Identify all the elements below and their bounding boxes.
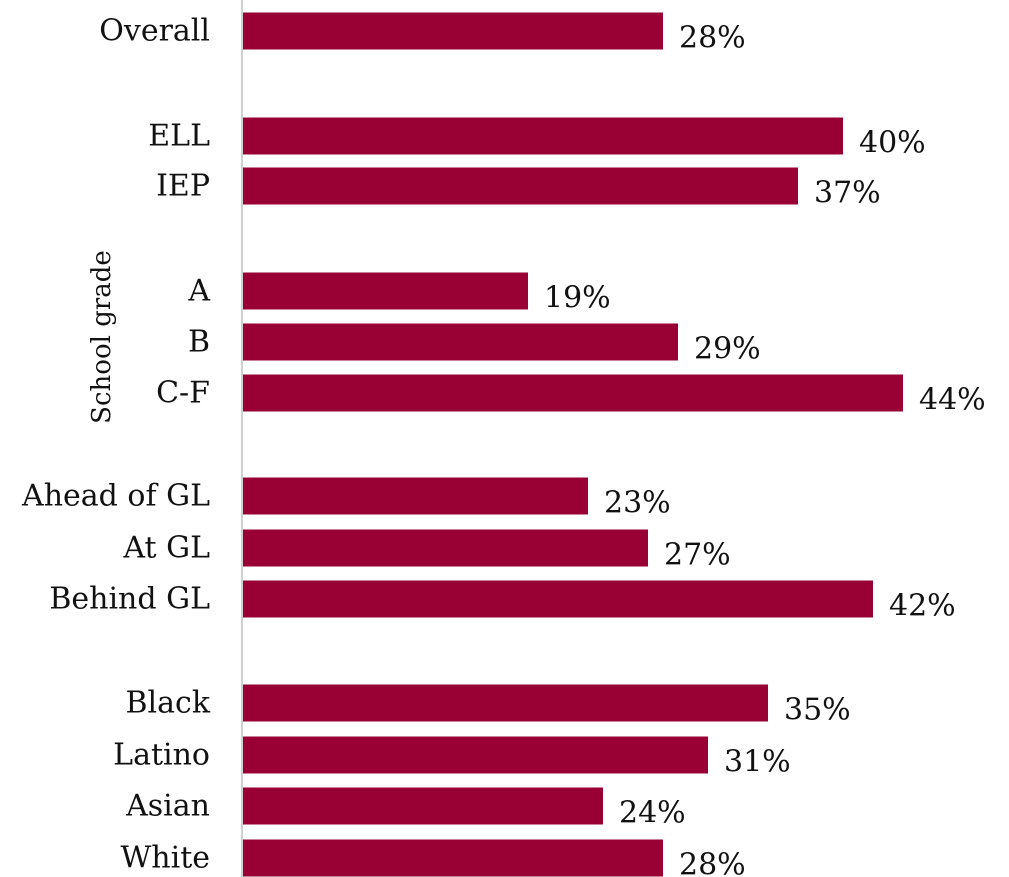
value-label-black: 35% [784, 693, 851, 728]
bar-white [243, 839, 663, 877]
category-label-c-f: C-F [156, 376, 210, 411]
category-label-asian: Asian [125, 789, 210, 824]
value-label-overall: 28% [679, 21, 746, 56]
category-label-ahead-of-gl: Ahead of GL [21, 479, 210, 514]
bar-iep [243, 167, 798, 205]
category-label-b: B [188, 325, 210, 360]
bar-ahead-of-gl [243, 477, 588, 515]
category-label-iep: IEP [156, 169, 210, 204]
category-label-white: White [120, 841, 210, 876]
bar-ell [243, 117, 843, 155]
bar-overall [243, 12, 663, 50]
value-label-a: 19% [544, 281, 611, 316]
value-label-iep: 37% [814, 176, 881, 211]
category-label-behind-gl: Behind GL [49, 582, 210, 617]
bar-c-f [243, 374, 903, 412]
bars-layer [243, 12, 903, 877]
value-label-ahead-of-gl: 23% [604, 486, 671, 521]
value-label-latino: 31% [724, 745, 791, 780]
value-label-behind-gl: 42% [889, 589, 956, 624]
value-label-ell: 40% [859, 126, 926, 161]
value-label-asian: 24% [619, 796, 686, 831]
value-label-at-gl: 27% [664, 538, 731, 573]
bar-behind-gl [243, 580, 873, 618]
category-label-at-gl: At GL [122, 531, 210, 566]
category-label-overall: Overall [99, 14, 210, 49]
group-label-school-grade: School grade [87, 250, 117, 424]
bar-b [243, 323, 678, 361]
value-label-c-f: 44% [919, 383, 986, 418]
bar-latino [243, 736, 708, 774]
category-label-black: Black [125, 686, 210, 721]
bar-at-gl [243, 529, 648, 567]
bar-a [243, 272, 528, 310]
value-label-b: 29% [694, 332, 761, 367]
labels-layer: Overall 28% ELL 40% IEP 37% A 19% B 29% C-F 44% Ahea… [21, 14, 986, 877]
bar-black [243, 684, 768, 722]
category-label-latino: Latino [113, 738, 210, 773]
category-label-a: A [187, 274, 210, 309]
bar-asian [243, 787, 603, 825]
category-label-ell: ELL [148, 119, 210, 154]
value-label-white: 28% [679, 848, 746, 877]
